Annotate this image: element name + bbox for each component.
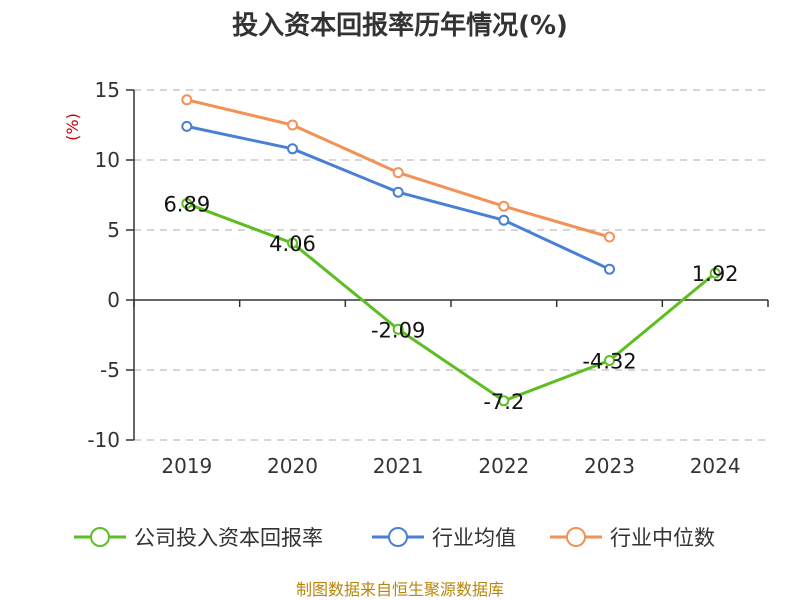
- x-tick-label: 2020: [267, 454, 318, 478]
- legend-marker: [566, 527, 586, 547]
- data-label-layer: 6.89 4.06 -2.09 -7.2 -4.32 1.92: [163, 193, 738, 414]
- data-label: 6.89: [163, 193, 210, 217]
- grid-layer: [134, 89, 768, 441]
- y-tick-label: 5: [107, 218, 120, 242]
- series-line: [186, 202, 717, 403]
- y-axis-label: (%): [63, 113, 82, 141]
- legend-label: 行业均值: [432, 526, 516, 550]
- data-point: [181, 120, 193, 132]
- legend-marker: [388, 527, 408, 547]
- data-label: 4.06: [269, 232, 316, 256]
- data-point: [498, 214, 510, 226]
- legend-item: 公司投入资本回报率: [74, 526, 323, 550]
- data-label: -2.09: [371, 318, 425, 342]
- x-tick-label: 2023: [584, 454, 635, 478]
- data-point: [604, 263, 615, 275]
- legend-item: 行业均值: [372, 526, 516, 550]
- y-tick-label: 15: [95, 78, 120, 102]
- data-label: 1.92: [692, 262, 739, 286]
- legend-item: 行业中位数: [550, 526, 715, 550]
- data-point: [604, 231, 615, 243]
- data-point: [181, 94, 193, 106]
- x-tick-label: 2019: [161, 454, 212, 478]
- x-tick-label: 2024: [690, 454, 741, 478]
- data-point: [392, 186, 404, 198]
- y-tick-label: 10: [95, 148, 120, 172]
- data-point: [287, 119, 298, 131]
- data-point: [709, 267, 721, 279]
- data-point: [604, 354, 615, 366]
- data-label: -7.2: [483, 390, 524, 414]
- data-point: [392, 323, 404, 335]
- legend-label: 公司投入资本回报率: [134, 526, 323, 550]
- data-point: [287, 237, 298, 249]
- data-point: [392, 167, 404, 179]
- data-label: -4.32: [582, 349, 636, 373]
- x-tick-label: 2022: [478, 454, 529, 478]
- data-point: [498, 395, 510, 407]
- series-line: [186, 124, 611, 271]
- axis-layer: 15 10 5 0 -5 -10 2019 2020 2021 2022 2023 2024: [87, 78, 769, 478]
- source-note: 制图数据来自恒生聚源数据库: [296, 580, 504, 599]
- y-tick-label: -5: [100, 358, 120, 382]
- legend-marker: [90, 527, 110, 547]
- data-point: [181, 198, 193, 210]
- legend-label: 行业中位数: [610, 526, 715, 550]
- data-point: [498, 200, 510, 212]
- y-tick-label: -10: [87, 428, 120, 452]
- data-point: [287, 143, 298, 155]
- x-tick-label: 2021: [373, 454, 424, 478]
- y-tick-label: 0: [107, 288, 120, 312]
- legend: 公司投入资本回报率 行业均值 行业中位数: [74, 526, 715, 550]
- chart-title: 投入资本回报率历年情况(%): [232, 10, 568, 41]
- series-layer: [181, 94, 721, 407]
